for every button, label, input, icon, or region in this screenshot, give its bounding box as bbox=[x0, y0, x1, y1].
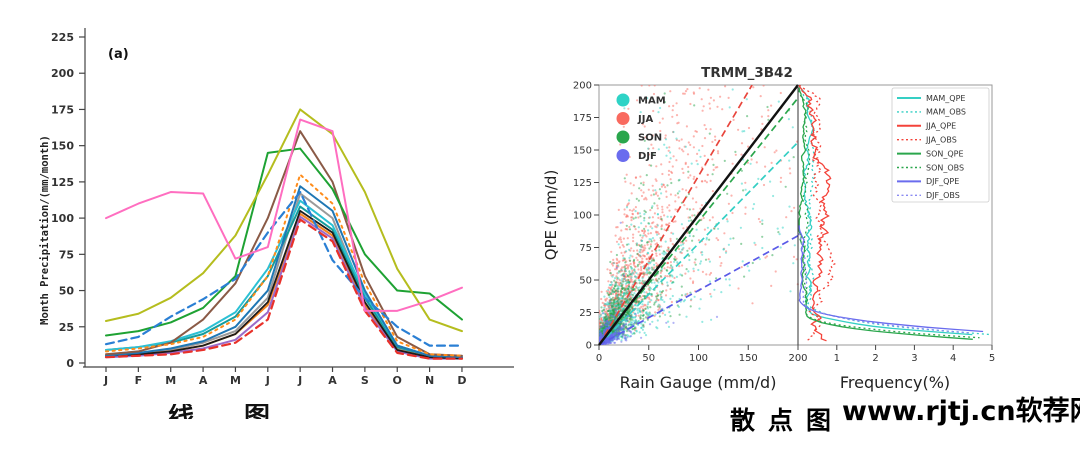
left-xtick-9: O bbox=[393, 374, 402, 387]
left-xtick-0: J bbox=[103, 374, 108, 387]
legend-line-label-JJA_QPE: JJA_QPE bbox=[925, 122, 956, 131]
left-y-axis-label: Month Precipitation/(mm/month) bbox=[39, 135, 51, 325]
left-series-blue bbox=[105, 185, 463, 359]
season-dot-legend: MAM JJA SON DJF bbox=[616, 93, 666, 162]
right-ytick-25: 25 bbox=[579, 308, 592, 319]
right-ytick-200: 200 bbox=[573, 81, 592, 92]
left-series-purple bbox=[105, 215, 463, 360]
scatter-chart-canvas: 0 25 50 75 100 125 150 175 200 0 50 100 150 200 1 2 3 4 5 T… bbox=[542, 65, 995, 392]
right-ytick-125: 125 bbox=[573, 178, 592, 189]
left-xtick-2: M bbox=[165, 374, 176, 387]
legend-dot-label-MAM: MAM bbox=[638, 96, 666, 107]
right-axes: 0 25 50 75 100 125 150 175 200 0 50 100 150 200 1 2 3 4 5 bbox=[573, 81, 995, 365]
fit-line-DJF bbox=[599, 235, 799, 345]
left-chart-caption-clipped: 线图 bbox=[168, 404, 338, 419]
left-series-olive bbox=[105, 108, 463, 333]
freq-curve-MAM_OBS bbox=[798, 85, 992, 336]
freq-curve-SON_OBS bbox=[798, 90, 980, 339]
left-ytick-75: 75 bbox=[59, 248, 74, 261]
left-xtick-1: F bbox=[135, 374, 143, 387]
left-series-blue-dashed bbox=[104, 190, 464, 347]
left-series-red-dashed bbox=[104, 218, 464, 360]
legend-line-label-MAM_OBS: MAM_OBS bbox=[926, 108, 966, 117]
legend-dot-label-SON: SON bbox=[638, 133, 662, 144]
right-ytick-100: 100 bbox=[573, 211, 592, 222]
legend-line-label-SON_OBS: SON_OBS bbox=[926, 163, 964, 172]
left-series-pink bbox=[105, 118, 463, 312]
right-ytick-75: 75 bbox=[579, 243, 592, 254]
gauge-xtick-100: 100 bbox=[689, 353, 708, 364]
watermark-text: www.rjtj.cn软荐网 bbox=[842, 396, 1080, 427]
left-xtick-8: S bbox=[361, 374, 369, 387]
freq-xtick-2: 2 bbox=[872, 353, 878, 364]
freq-xtick-3: 3 bbox=[911, 353, 917, 364]
legend-line-label-JJA_OBS: JJA_OBS bbox=[925, 136, 957, 145]
legend-dot-MAM bbox=[616, 93, 630, 107]
left-ytick-0: 0 bbox=[66, 357, 74, 370]
left-series-gray bbox=[105, 192, 463, 360]
left-chart-caption-text: 线图 bbox=[168, 404, 321, 419]
line-legend-frame bbox=[891, 87, 990, 203]
legend-dot-DJF bbox=[616, 149, 630, 162]
legend-line-label-SON_QPE: SON_QPE bbox=[926, 149, 964, 158]
left-xtick-5: J bbox=[265, 374, 270, 387]
curve-line-legend: MAM_QPE MAM_OBS JJA_QPE JJA_OBS SON_QPE SON_O… bbox=[891, 87, 990, 203]
panel-label-a: (a) bbox=[108, 47, 129, 62]
left-xtick-11: D bbox=[457, 374, 466, 387]
left-series-green bbox=[105, 147, 463, 337]
freq-xtick-5: 5 bbox=[989, 353, 995, 364]
right-y-axis-label: QPE (mm/d) bbox=[542, 170, 560, 261]
freq-xtick-1: 1 bbox=[834, 353, 840, 364]
left-xtick-3: A bbox=[199, 374, 208, 387]
left-ytick-50: 50 bbox=[59, 285, 75, 298]
freq-axis-label: Frequency(%) bbox=[840, 373, 950, 392]
freq-curve-JJA_OBS bbox=[798, 85, 836, 342]
freq-curve-DJF_QPE bbox=[798, 225, 984, 333]
left-ytick-200: 200 bbox=[51, 67, 74, 80]
gauge-xtick-150: 150 bbox=[739, 353, 758, 364]
left-ytick-100: 100 bbox=[51, 212, 74, 225]
right-ytick-175: 175 bbox=[573, 113, 592, 124]
left-ytick-125: 125 bbox=[51, 176, 74, 189]
fit-line-MAM bbox=[599, 141, 799, 345]
left-ytick-25: 25 bbox=[59, 321, 74, 334]
left-xtick-7: A bbox=[328, 374, 337, 387]
legend-line-label-DJF_QPE: DJF_QPE bbox=[926, 177, 959, 186]
legend-dot-label-DJF: DJF bbox=[638, 151, 657, 162]
gauge-axis-label: Rain Gauge (mm/d) bbox=[620, 373, 777, 392]
left-axes: 0 25 50 75 100 125 150 175 200 225 J F M A M J J A S O N D bbox=[51, 28, 514, 387]
left-series-black bbox=[105, 209, 463, 360]
left-series-group bbox=[104, 108, 464, 360]
left-ytick-175: 175 bbox=[51, 103, 74, 116]
gauge-xtick-200: 200 bbox=[788, 353, 807, 364]
right-ytick-50: 50 bbox=[579, 276, 592, 287]
left-series-orange-dotted bbox=[105, 173, 463, 357]
left-ytick-150: 150 bbox=[51, 140, 74, 153]
left-ytick-225: 225 bbox=[51, 31, 74, 44]
gauge-xtick-0: 0 bbox=[596, 353, 602, 364]
fit-line-JJA bbox=[599, 85, 753, 345]
identity-line bbox=[598, 84, 799, 346]
legend-line-label-DJF_OBS: DJF_OBS bbox=[926, 191, 960, 200]
freq-xtick-4: 4 bbox=[950, 353, 956, 364]
freq-curve-DJF_OBS bbox=[798, 233, 972, 334]
freq-curve-JJA_QPE bbox=[798, 85, 832, 342]
right-chart-title: TRMM_3B42 bbox=[701, 65, 793, 81]
frequency-curves-layer bbox=[798, 85, 992, 342]
fit-line-SON bbox=[599, 97, 799, 345]
left-xtick-10: N bbox=[425, 374, 434, 387]
left-xtick-4: M bbox=[230, 374, 241, 387]
line-chart-canvas: 0 25 50 75 100 125 150 175 200 225 J F M A M J J A S O N D Mon… bbox=[39, 28, 514, 387]
legend-dot-JJA bbox=[616, 112, 630, 125]
legend-line-label-MAM_QPE: MAM_QPE bbox=[926, 94, 965, 103]
right-chart-caption: 散点图 bbox=[730, 406, 845, 435]
right-ytick-0: 0 bbox=[586, 341, 592, 352]
right-ytick-150: 150 bbox=[573, 146, 592, 157]
gauge-xtick-50: 50 bbox=[642, 353, 655, 364]
legend-dot-SON bbox=[616, 130, 630, 144]
legend-dot-label-JJA: JJA bbox=[637, 114, 653, 125]
left-xtick-6: J bbox=[297, 374, 302, 387]
